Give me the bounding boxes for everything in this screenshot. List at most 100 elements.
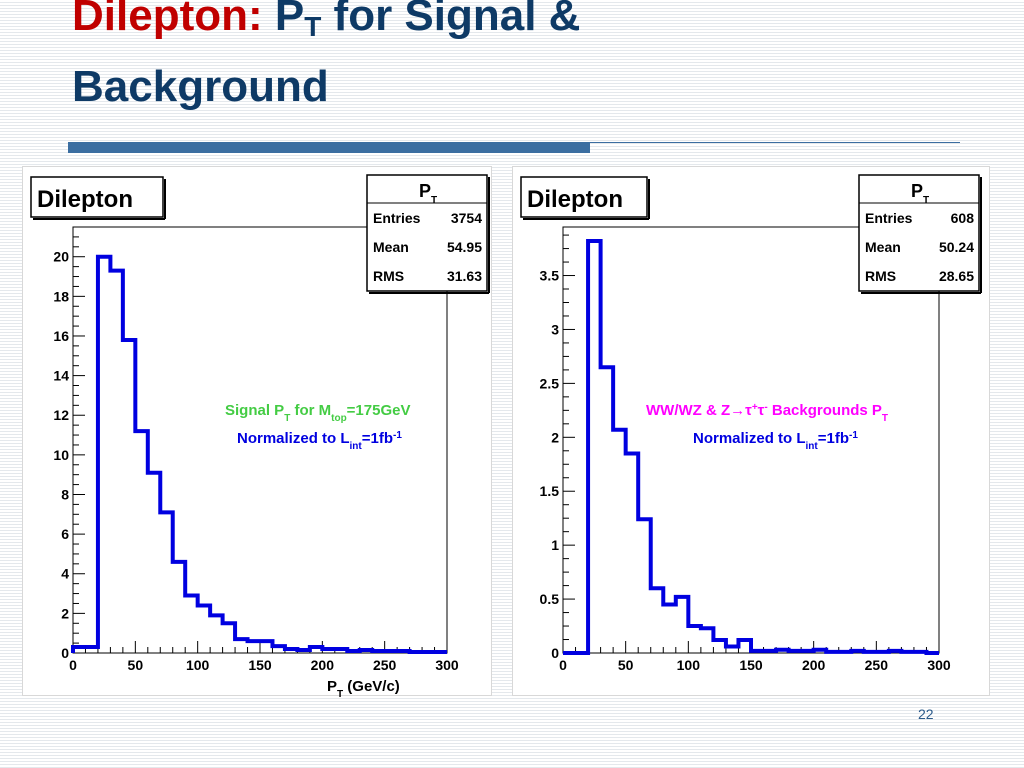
histogram-bin bbox=[360, 650, 372, 653]
histogram-bin bbox=[160, 512, 172, 653]
histogram-bin bbox=[701, 628, 714, 653]
histogram-bin bbox=[223, 623, 235, 653]
histogram-bin bbox=[889, 651, 902, 653]
histogram-bin bbox=[322, 649, 334, 653]
title-divider bbox=[68, 142, 960, 154]
histogram-bin bbox=[248, 641, 260, 653]
x-tick-label: 50 bbox=[618, 657, 634, 673]
histogram-bin bbox=[638, 519, 651, 653]
slide-title-rest: for Signal & bbox=[321, 0, 581, 40]
annotation-line2: Normalized to Lint=1fb-1 bbox=[693, 430, 858, 452]
y-tick-label: 8 bbox=[61, 486, 69, 502]
histogram-bin bbox=[651, 588, 664, 653]
y-tick-label: 1.5 bbox=[540, 483, 560, 499]
stats-header: PT bbox=[911, 181, 929, 206]
y-tick-label: 3.5 bbox=[540, 268, 560, 284]
histogram-bin bbox=[826, 652, 839, 653]
stats-label-rms: RMS bbox=[865, 268, 896, 284]
histogram-bin bbox=[272, 646, 284, 653]
histogram-bin bbox=[372, 651, 384, 653]
histogram-bin bbox=[626, 453, 639, 653]
histogram-bin bbox=[801, 651, 814, 653]
histogram-bin bbox=[914, 652, 927, 653]
histogram-bin bbox=[397, 651, 409, 653]
slide-title: Dilepton: PT for Signal & Background bbox=[72, 0, 580, 117]
chart-panel-signal: 0 50 100 150 200 250 300 0 2 4 6 8 10 12 14 16 18 20 Dilep… bbox=[22, 166, 492, 700]
histogram-bin bbox=[676, 597, 689, 653]
histogram-bin bbox=[297, 650, 309, 653]
histogram-bin bbox=[713, 640, 726, 653]
y-tick-label: 12 bbox=[53, 407, 69, 423]
histogram-bin bbox=[123, 340, 135, 653]
histogram-bin bbox=[688, 626, 701, 653]
stats-label-rms: RMS bbox=[373, 268, 404, 284]
chart-panel-background: 0 50 100 150 200 250 300 0 0.5 1 1.5 2 2.5 3 3.5 Dilept… bbox=[512, 166, 990, 696]
histogram-bin bbox=[726, 647, 739, 653]
slide-title-accent: Dilepton: bbox=[72, 0, 263, 40]
x-tick-label: 150 bbox=[739, 657, 763, 673]
stats-label-entries: Entries bbox=[373, 210, 421, 226]
title-divider-thick bbox=[68, 142, 590, 153]
histogram-bin bbox=[435, 652, 447, 653]
histogram-bin bbox=[751, 651, 764, 653]
histogram-bin bbox=[663, 604, 676, 653]
y-tick-label: 4 bbox=[61, 566, 69, 582]
y-tick-label: 2.5 bbox=[540, 375, 560, 391]
histogram-bin bbox=[901, 652, 914, 653]
x-tick-label: 200 bbox=[802, 657, 826, 673]
slide-title-pt: P bbox=[262, 0, 305, 40]
annotation-line1: WW/WZ & Z→τ+τ- Backgrounds PT bbox=[646, 402, 888, 424]
histogram-bin bbox=[410, 652, 422, 653]
histogram-bin bbox=[335, 649, 347, 653]
histogram-bin bbox=[235, 639, 247, 653]
x-tick-label: 200 bbox=[311, 657, 335, 673]
stats-value-rms: 28.65 bbox=[939, 268, 974, 284]
x-tick-label: 250 bbox=[865, 657, 889, 673]
histogram-bin bbox=[851, 651, 864, 653]
histogram-bin bbox=[613, 430, 626, 653]
x-tick-label: 300 bbox=[927, 657, 951, 673]
histogram-bin bbox=[764, 651, 777, 653]
chart-title: Dilepton bbox=[527, 186, 623, 213]
histogram-bin bbox=[73, 647, 85, 653]
stats-header: PT bbox=[419, 181, 437, 206]
histogram-bin bbox=[839, 652, 852, 653]
x-tick-label: 250 bbox=[373, 657, 397, 673]
stats-box bbox=[366, 174, 488, 292]
chart-title: Dilepton bbox=[37, 186, 133, 213]
stats-value-rms: 31.63 bbox=[447, 268, 482, 284]
x-tick-label: 100 bbox=[677, 657, 701, 673]
histogram-bin bbox=[185, 596, 197, 653]
histogram-line bbox=[563, 239, 939, 655]
stats-value-entries: 3754 bbox=[451, 210, 482, 226]
histogram-bin bbox=[347, 651, 359, 653]
histogram-bin bbox=[776, 650, 789, 653]
chart-title-box bbox=[30, 176, 164, 218]
stats-value-mean: 50.24 bbox=[939, 239, 974, 255]
stats-label-mean: Mean bbox=[865, 239, 901, 255]
histogram-bin bbox=[588, 241, 601, 653]
y-tick-label: 10 bbox=[53, 447, 69, 463]
title-divider-thin bbox=[590, 142, 960, 143]
y-tick-label: 18 bbox=[53, 288, 69, 304]
stats-value-entries: 608 bbox=[951, 210, 975, 226]
x-tick-label: 0 bbox=[559, 657, 567, 673]
histogram-bin bbox=[148, 473, 160, 653]
signal-pt-histogram: 0 50 100 150 200 250 300 0 2 4 6 8 10 12 14 16 18 20 Dilep… bbox=[30, 174, 490, 700]
histogram-bin bbox=[422, 652, 434, 653]
chart-title-box bbox=[520, 176, 648, 218]
x-tick-label: 0 bbox=[69, 657, 77, 673]
y-tick-label: 20 bbox=[53, 249, 69, 265]
histogram-bin bbox=[210, 615, 222, 653]
slide-number: 22 bbox=[918, 706, 934, 722]
x-tick-label: 300 bbox=[435, 657, 459, 673]
histogram-bin bbox=[789, 651, 802, 653]
y-tick-label: 2 bbox=[551, 429, 559, 445]
histogram-bin bbox=[876, 652, 889, 653]
histogram-bin bbox=[385, 651, 397, 653]
stats-label-entries: Entries bbox=[865, 210, 913, 226]
histogram-bin bbox=[738, 640, 751, 653]
background-pt-histogram: 0 50 100 150 200 250 300 0 0.5 1 1.5 2 2.5 3 3.5 Dilept… bbox=[520, 174, 982, 673]
stats-label-mean: Mean bbox=[373, 239, 409, 255]
histogram-bin bbox=[601, 367, 614, 653]
